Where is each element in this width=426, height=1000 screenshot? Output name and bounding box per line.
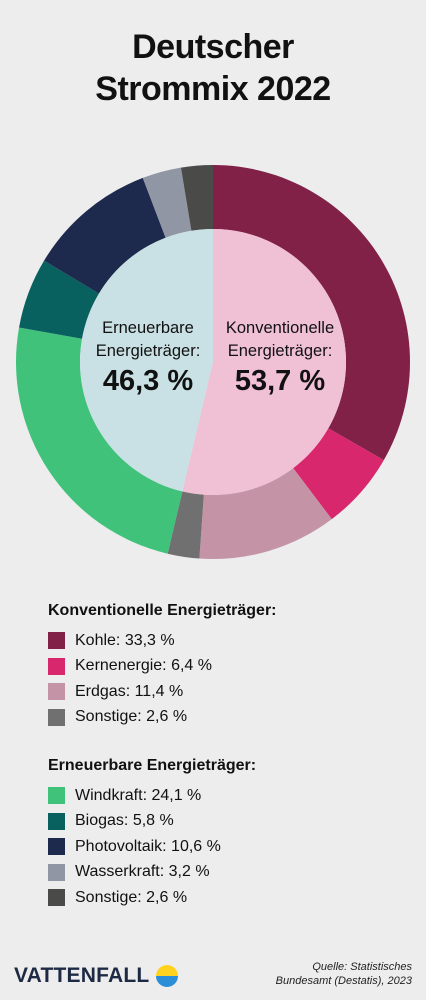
legend-swatch <box>48 812 65 830</box>
legend-swatch <box>48 787 65 805</box>
renewable-group-value: 46,3 % <box>103 365 193 397</box>
legend-swatch <box>48 657 65 675</box>
legend-renewable-list: Windkraft: 24,1 % Biogas: 5,8 % Photovolta… <box>48 783 408 911</box>
title-line-1: Deutscher <box>132 28 294 66</box>
slice-photovoltaik <box>44 177 166 294</box>
brand-logo: VATTENFALL <box>14 964 179 988</box>
inner-slice-conventional <box>182 229 347 495</box>
legend-conventional-list: Kohle: 33,3 % Kernenergie: 6,4 % Erdgas: 1… <box>48 628 408 730</box>
conventional-group-label-line1: Konventionelle <box>226 319 334 337</box>
legend-label: Kohle: 33,3 % <box>75 631 175 649</box>
slice-sonstige <box>167 491 204 559</box>
slice-kohle <box>213 165 410 461</box>
legend-swatch <box>48 889 65 907</box>
legend-conventional-item: Erdgas: 11,4 % <box>48 679 408 705</box>
source-note: Quelle: Statistisches Bundesamt (Destati… <box>232 960 412 988</box>
legend-swatch <box>48 683 65 701</box>
legend-renewable-item: Biogas: 5,8 % <box>48 809 408 835</box>
slice-kernenergie <box>293 428 384 520</box>
legend-renewable-item: Sonstige: 2,6 % <box>48 885 408 911</box>
legend-renewable-item: Windkraft: 24,1 % <box>48 783 408 809</box>
source-line-1: Quelle: Statistisches <box>312 961 412 973</box>
vattenfall-logo-icon <box>156 965 179 987</box>
legend-label: Kernenergie: 6,4 % <box>75 657 212 675</box>
renewable-group-label-line1: Erneuerbare <box>102 319 194 337</box>
legend-conventional-item: Kernenergie: 6,4 % <box>48 654 408 680</box>
legend-renewable-item: Wasserkraft: 3,2 % <box>48 860 408 886</box>
legend-conventional-heading: Konventionelle Energieträger: <box>48 602 277 619</box>
legend-label: Biogas: 5,8 % <box>75 812 174 830</box>
legend-renewable: Erneuerbare Energieträger: Windkraft: 24… <box>48 755 408 911</box>
legend-label: Erdgas: 11,4 % <box>75 682 184 700</box>
legend-label: Sonstige: 2,6 % <box>75 888 188 906</box>
conventional-group-label-line2: Energieträger: <box>228 342 333 360</box>
slice-sonstige <box>180 165 213 231</box>
conventional-group-value: 53,7 % <box>235 365 325 397</box>
legend-renewable-heading: Erneuerbare Energieträger: <box>48 757 257 774</box>
legend-label: Sonstige: 2,6 % <box>75 708 188 726</box>
legend-renewable-item: Photovoltaik: 10,6 % <box>48 834 408 860</box>
title-line-2: Strommix 2022 <box>95 70 331 108</box>
legend-swatch <box>48 632 65 650</box>
outer-ring <box>15 165 410 559</box>
legend-swatch <box>48 708 65 726</box>
legend-swatch <box>48 863 65 881</box>
inner-slice-renewable <box>80 229 213 492</box>
donut-chart: Erneuerbare Energieträger: 46,3 % Konven… <box>15 165 410 559</box>
slice-windkraft <box>15 327 183 554</box>
legend-conventional-item: Sonstige: 2,6 % <box>48 705 408 731</box>
legend-conventional: Konventionelle Energieträger: Kohle: 33,… <box>48 600 408 730</box>
chart-title: Deutscher Strommix 2022 <box>0 26 426 110</box>
renewable-group-label-line2: Energieträger: <box>96 342 201 360</box>
legend-conventional-item: Kohle: 33,3 % <box>48 628 408 654</box>
slice-biogas <box>19 260 99 339</box>
legend-label: Windkraft: 24,1 % <box>75 786 202 804</box>
footer: VATTENFALL Quelle: Statistisches Bundesa… <box>0 950 426 1000</box>
legend-label: Wasserkraft: 3,2 % <box>75 863 210 881</box>
inner-pie <box>80 229 347 495</box>
brand-name: VATTENFALL <box>14 964 150 987</box>
slice-wasserkraft <box>142 167 192 238</box>
slice-erdgas <box>199 468 332 559</box>
legend-label: Photovoltaik: 10,6 % <box>75 837 221 855</box>
source-line-2: Bundesamt (Destatis), 2023 <box>275 975 412 987</box>
legend-swatch <box>48 838 65 856</box>
